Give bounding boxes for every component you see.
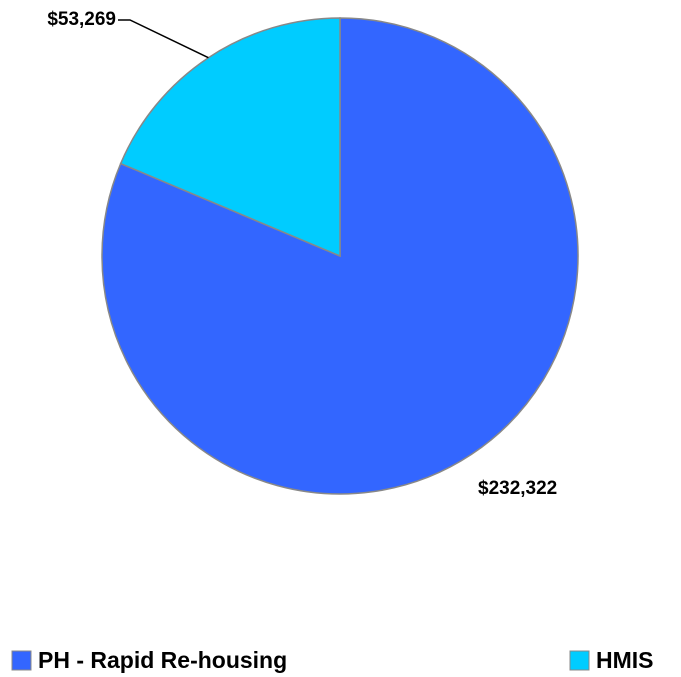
- legend-label: PH - Rapid Re-housing: [38, 647, 287, 673]
- legend-label: HMIS: [596, 647, 654, 673]
- value-label: $53,269: [47, 9, 116, 30]
- value-label: $232,322: [478, 478, 557, 499]
- legend-swatch: [569, 650, 590, 671]
- legend-swatch: [11, 650, 32, 671]
- leader-line: [118, 19, 209, 59]
- pie-slice: [119, 17, 341, 258]
